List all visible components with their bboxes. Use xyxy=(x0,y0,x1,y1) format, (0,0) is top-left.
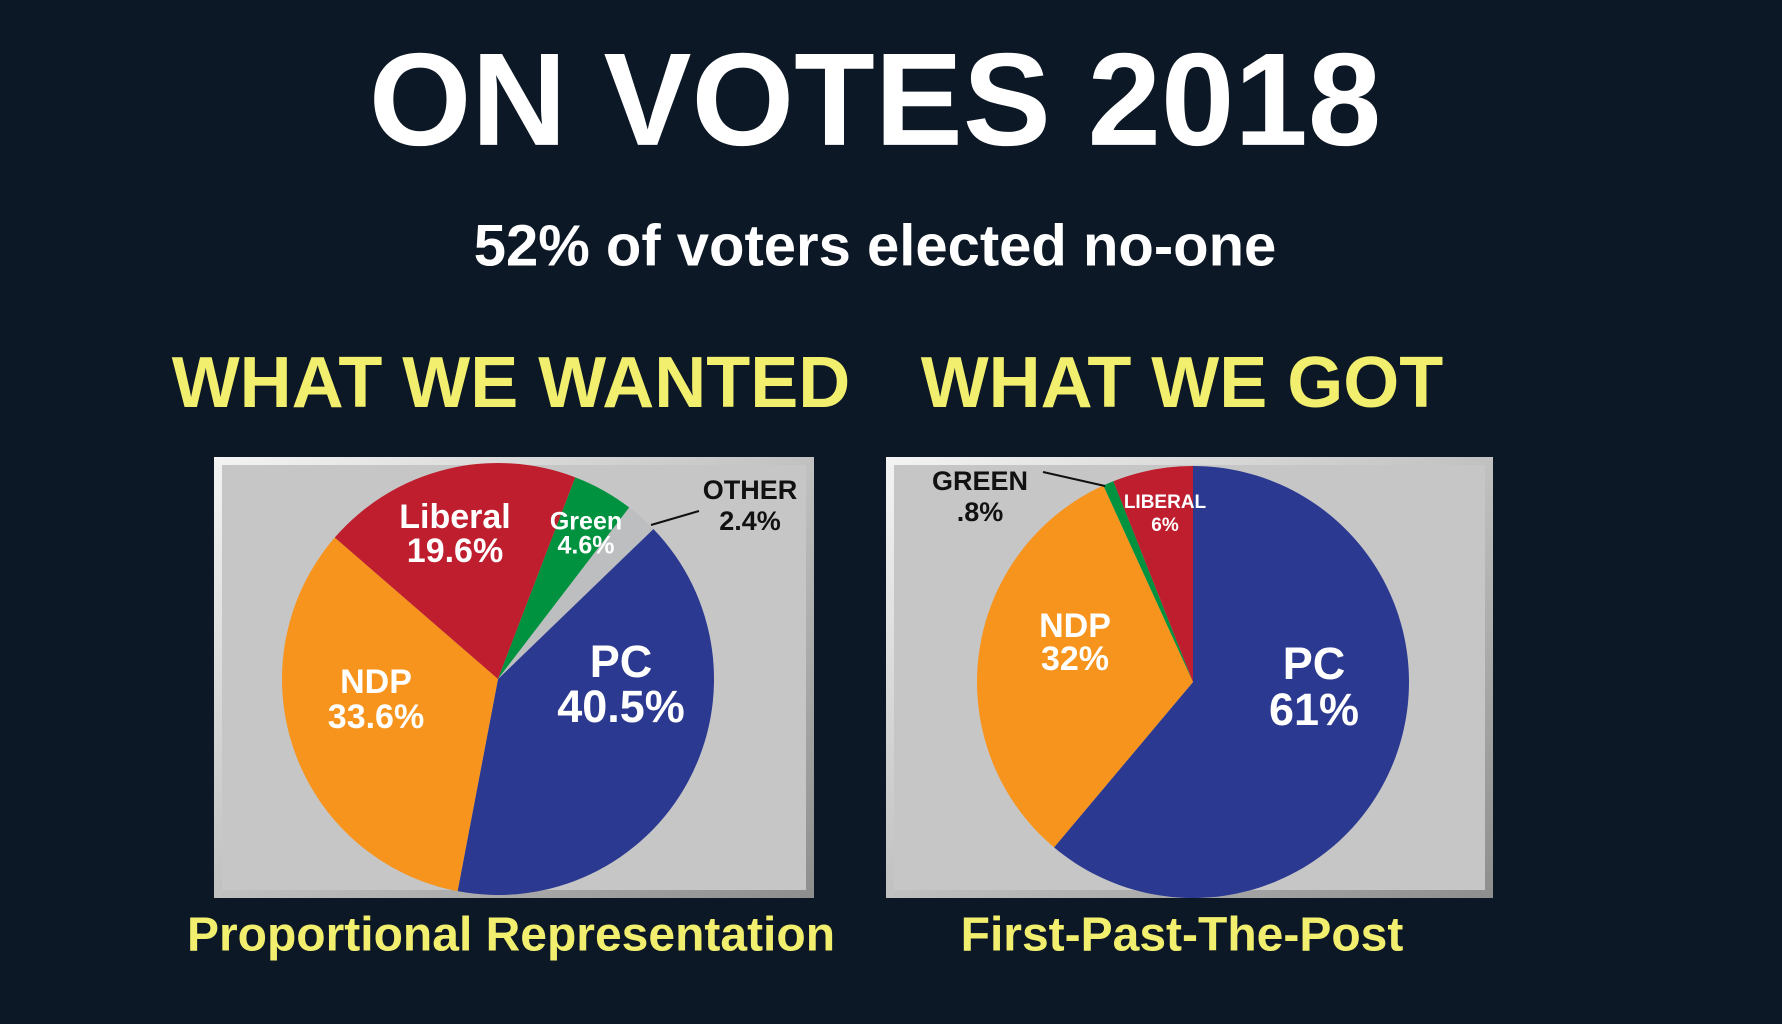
leader-line xyxy=(1042,471,1106,487)
page-title: ON VOTES 2018 xyxy=(369,26,1381,173)
page-subtitle: 52% of voters elected no-one xyxy=(474,213,1277,278)
slice-name: OTHER xyxy=(703,475,798,505)
slice-value: 33.6% xyxy=(328,698,424,736)
slice-value: 4.6% xyxy=(558,532,615,560)
pie-slice xyxy=(1054,466,1409,898)
slice-name: Green xyxy=(550,508,622,536)
slice-name: NDP xyxy=(340,663,412,701)
pie-slice xyxy=(457,528,715,896)
chart-title: WHAT WE WANTED xyxy=(172,343,851,423)
pie-slice xyxy=(282,537,498,892)
slice-value: .8% xyxy=(957,497,1004,527)
slice-name: LIBERAL xyxy=(1124,492,1207,513)
slice-value: 32% xyxy=(1041,640,1109,678)
slice-value: 61% xyxy=(1269,684,1359,735)
chart-caption: First-Past-The-Post xyxy=(961,909,1404,962)
pie-slice xyxy=(334,463,576,679)
pie-slice xyxy=(977,485,1193,848)
slice-value: 19.6% xyxy=(407,532,503,570)
slice-name: GREEN xyxy=(932,466,1028,496)
pie-slice xyxy=(1103,481,1193,682)
slice-name: PC xyxy=(1283,638,1346,689)
leader-line xyxy=(650,510,700,526)
pie-slice xyxy=(498,507,654,679)
slice-name: Liberal xyxy=(399,498,510,536)
slice-value: 2.4% xyxy=(719,506,781,536)
pie-slice xyxy=(1113,466,1193,682)
slice-value: 6% xyxy=(1151,515,1179,536)
slice-name: NDP xyxy=(1039,607,1111,645)
pie-slice xyxy=(498,477,630,679)
slice-value: 40.5% xyxy=(557,681,685,732)
chart-caption: Proportional Representation xyxy=(187,909,835,962)
chart-title: WHAT WE GOT xyxy=(921,343,1444,423)
slice-name: PC xyxy=(590,636,653,687)
